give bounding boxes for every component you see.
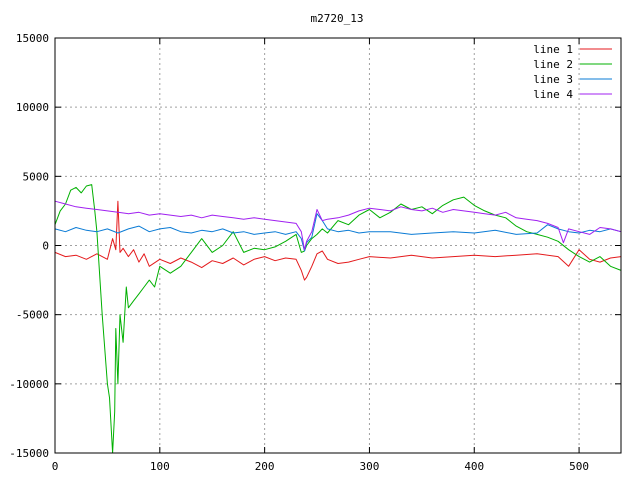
legend-label-1: line 1 [533,43,573,56]
x-tick-label: 400 [464,460,484,473]
x-tick-label: 200 [255,460,275,473]
series-lines [54,184,622,454]
legend-label-4: line 4 [533,88,573,101]
y-tick-label: 0 [42,240,49,253]
y-tick-label: 5000 [23,170,50,183]
legend-label-3: line 3 [533,73,573,86]
series-line-3 [54,213,622,252]
y-tick-label: 15000 [16,32,49,45]
y-tick-label: -10000 [9,378,49,391]
grid-lines [55,38,621,453]
x-tick-label: 0 [52,460,59,473]
chart-title: m2720_13 [311,12,364,25]
x-tick-label: 100 [150,460,170,473]
series-line-2 [54,184,622,454]
axis-ticks: 0 100 200 300 400 500 -15000 -10000 -5000 0 5000 10… [9,32,621,473]
y-tick-label: -15000 [9,447,49,460]
y-tick-label: 10000 [16,101,49,114]
legend: line 1 line 2 line 3 line 4 [533,43,612,101]
x-tick-label: 300 [360,460,380,473]
y-tick-label: -5000 [16,309,49,322]
x-tick-label: 500 [569,460,589,473]
series-line-4 [54,200,622,251]
legend-label-2: line 2 [533,58,573,71]
series-line-1 [54,200,622,281]
